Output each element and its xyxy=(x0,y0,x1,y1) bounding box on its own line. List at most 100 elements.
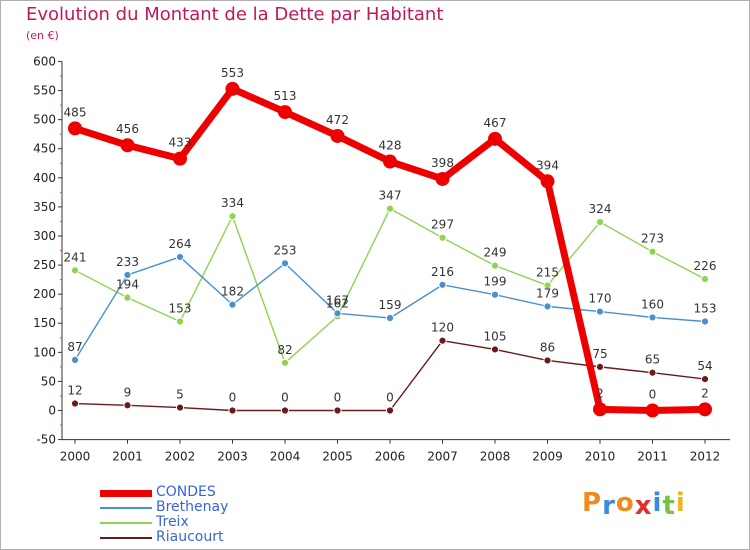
data-label: 153 xyxy=(169,301,192,315)
data-point xyxy=(488,131,502,146)
logo-letter: t xyxy=(662,491,676,521)
data-label: 105 xyxy=(484,329,507,343)
data-label: 297 xyxy=(431,218,454,232)
data-label: 513 xyxy=(274,89,297,103)
data-point xyxy=(700,317,710,326)
data-point xyxy=(280,358,290,367)
data-label: 472 xyxy=(326,113,349,127)
data-label: 54 xyxy=(697,359,712,373)
data-label: 9 xyxy=(124,385,132,399)
x-tick-label: 2003 xyxy=(217,450,248,464)
data-point xyxy=(70,266,80,275)
data-label: 394 xyxy=(536,158,559,172)
data-point xyxy=(595,307,605,316)
data-point xyxy=(385,313,395,323)
data-point xyxy=(70,355,80,364)
series-line-treix xyxy=(74,207,706,364)
data-label: 456 xyxy=(116,122,139,136)
data-point xyxy=(435,171,450,186)
data-point xyxy=(228,300,237,309)
chart-unit: (en €) xyxy=(26,29,59,42)
logo-letter: i xyxy=(675,488,686,518)
data-label: 249 xyxy=(484,246,507,260)
data-point xyxy=(68,121,82,136)
legend-swatch xyxy=(100,507,152,509)
data-label: 241 xyxy=(64,250,87,264)
data-label: 334 xyxy=(221,196,244,210)
logo-letter: i xyxy=(652,488,663,518)
y-tick-label: 0 xyxy=(48,404,56,418)
data-point xyxy=(383,154,397,169)
x-tick-label: 2007 xyxy=(427,450,458,464)
data-point xyxy=(543,302,552,311)
logo-letter: r xyxy=(602,491,616,521)
data-label: 12 xyxy=(67,384,82,398)
logo-letter: o xyxy=(615,488,635,518)
data-point xyxy=(123,401,132,410)
data-point xyxy=(543,356,552,365)
legend-item: Riaucourt xyxy=(100,530,340,545)
data-label: 75 xyxy=(592,347,607,361)
legend-label: Brethenay xyxy=(156,499,229,515)
data-point xyxy=(438,336,447,345)
logo-letter: x xyxy=(634,491,653,521)
y-tick-label: 500 xyxy=(33,113,56,127)
data-label: 179 xyxy=(536,286,559,300)
data-label: 120 xyxy=(431,321,454,335)
data-label: 194 xyxy=(116,278,139,292)
data-point xyxy=(330,128,345,143)
data-label: 0 xyxy=(334,391,342,405)
legend: CONDES Brethenay Treix Riaucourt xyxy=(100,485,340,545)
data-label: 65 xyxy=(645,353,660,367)
chart-title: Evolution du Montant de la Dette par Hab… xyxy=(26,4,444,25)
data-label: 253 xyxy=(274,243,297,257)
data-point xyxy=(490,345,500,354)
data-labels: 12 9 5 0 0 0 0 120 105 86 75 65 54 241 194 153 334 82 162 3… xyxy=(64,66,717,405)
axes: -500501001502002503003504004505005506002… xyxy=(33,54,730,464)
data-point xyxy=(123,270,132,280)
data-label: 153 xyxy=(694,301,717,315)
data-label: 226 xyxy=(694,259,717,273)
data-point xyxy=(700,274,710,284)
data-label: 467 xyxy=(484,116,507,130)
data-point xyxy=(438,233,447,242)
x-tick-label: 2006 xyxy=(375,450,406,464)
data-point xyxy=(385,406,395,415)
data-label: 347 xyxy=(379,189,402,203)
data-label: 2 xyxy=(596,386,604,400)
legend-swatch xyxy=(100,537,152,539)
data-label: 160 xyxy=(641,297,664,311)
data-point xyxy=(595,217,605,227)
y-tick-label: 200 xyxy=(33,287,56,301)
data-label: 215 xyxy=(536,265,559,279)
x-tick-label: 2005 xyxy=(322,450,353,464)
data-label: 264 xyxy=(169,237,192,251)
proxiti-logo: Proxiti xyxy=(582,488,686,521)
data-point xyxy=(228,212,237,221)
data-point xyxy=(648,368,657,377)
data-point xyxy=(540,174,555,189)
data-point xyxy=(648,313,657,322)
data-point xyxy=(175,252,185,262)
legend-swatch xyxy=(100,522,152,524)
data-label: 0 xyxy=(229,391,237,405)
x-tick-label: 2002 xyxy=(165,450,196,464)
data-label: 0 xyxy=(386,391,394,405)
y-tick-label: 150 xyxy=(33,316,56,330)
data-label: 216 xyxy=(431,265,454,279)
x-tick-label: 2004 xyxy=(270,450,301,464)
data-label: 2 xyxy=(701,386,709,400)
data-point xyxy=(438,280,447,289)
data-point xyxy=(175,317,185,326)
data-label: 485 xyxy=(64,105,87,119)
data-point xyxy=(225,81,240,96)
legend-label: Treix xyxy=(156,514,189,530)
data-label: 5 xyxy=(176,388,184,402)
data-label: 199 xyxy=(484,275,507,289)
data-label: 82 xyxy=(277,343,292,357)
x-tick-label: 2012 xyxy=(690,450,721,464)
legend-swatch xyxy=(100,489,152,497)
data-point xyxy=(333,309,342,318)
data-label: 86 xyxy=(540,340,555,354)
